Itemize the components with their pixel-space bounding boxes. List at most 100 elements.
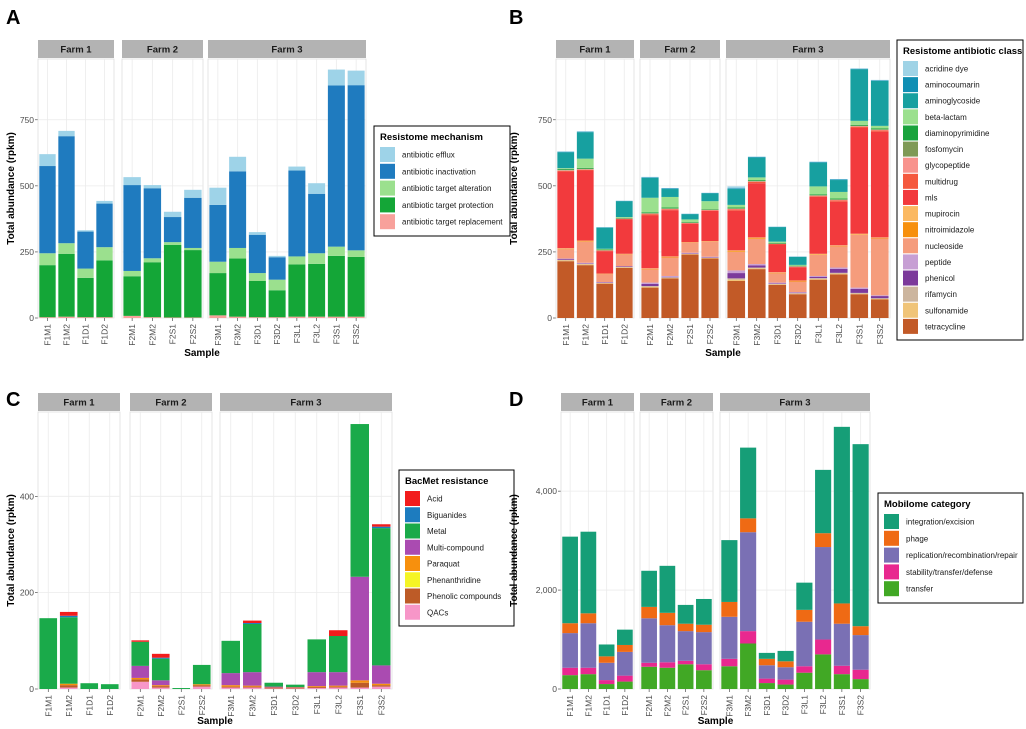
bar-segment bbox=[580, 531, 597, 614]
bar-segment bbox=[229, 247, 247, 259]
bar-segment bbox=[796, 582, 813, 610]
bar-segment bbox=[815, 469, 832, 534]
bar-segment bbox=[123, 185, 141, 271]
y-tick-label: 0 bbox=[29, 684, 34, 694]
facet-strip bbox=[640, 393, 713, 411]
bar-segment bbox=[677, 604, 694, 624]
bar-segment bbox=[307, 688, 326, 689]
bar-segment bbox=[701, 258, 719, 318]
bar-segment bbox=[721, 540, 738, 602]
bar-segment bbox=[850, 294, 869, 318]
legend-label: peptide bbox=[925, 258, 952, 267]
bar-segment bbox=[641, 176, 659, 178]
bar-segment bbox=[661, 209, 679, 211]
legend-swatch bbox=[903, 141, 918, 157]
bar-segment bbox=[39, 154, 56, 167]
bar-segment bbox=[747, 180, 766, 181]
bar-segment bbox=[123, 276, 141, 316]
bar-segment bbox=[77, 277, 94, 318]
bar-segment bbox=[788, 265, 807, 267]
x-tick-label: F2M2 bbox=[147, 324, 157, 346]
bar-segment bbox=[788, 281, 807, 293]
x-tick-label: F3D2 bbox=[272, 324, 282, 345]
x-tick-label: F3D2 bbox=[781, 695, 791, 716]
x-tick-label: F1M2 bbox=[64, 695, 74, 717]
x-tick-label: F3S1 bbox=[854, 324, 864, 345]
y-tick-label: 2,000 bbox=[536, 585, 558, 595]
bar-segment bbox=[870, 80, 889, 81]
bar-segment bbox=[617, 651, 633, 676]
y-tick-label: 0 bbox=[547, 313, 552, 323]
bar-segment bbox=[286, 684, 305, 688]
bar-segment bbox=[209, 315, 227, 318]
bar-segment bbox=[580, 613, 597, 624]
legend-swatch bbox=[380, 147, 395, 162]
bar-segment bbox=[123, 270, 141, 277]
bar-segment bbox=[221, 640, 240, 674]
bar-segment bbox=[59, 617, 78, 684]
facet-title: Farm 2 bbox=[664, 45, 695, 56]
x-tick-label: F1D2 bbox=[100, 324, 110, 345]
bar-segment bbox=[58, 136, 75, 244]
legend-swatch bbox=[903, 173, 918, 189]
bar-segment bbox=[243, 620, 262, 624]
bar-segment bbox=[347, 256, 365, 317]
x-tick-label: F3M2 bbox=[752, 324, 762, 346]
bar-segment bbox=[327, 255, 345, 317]
bar-segment bbox=[727, 207, 746, 209]
bar-segment bbox=[329, 630, 348, 637]
y-tick-label: 750 bbox=[538, 115, 552, 125]
panel-label: B bbox=[509, 7, 523, 29]
bar-segment bbox=[681, 252, 699, 254]
bar-segment bbox=[615, 201, 633, 218]
bar-segment bbox=[681, 254, 699, 255]
facet-strip bbox=[556, 40, 634, 58]
legend-swatch bbox=[903, 302, 918, 318]
bar-segment bbox=[131, 677, 150, 680]
bar-segment bbox=[727, 208, 746, 209]
bar-segment bbox=[850, 125, 869, 127]
legend-swatch bbox=[884, 514, 899, 529]
x-tick-label: F3L1 bbox=[312, 695, 322, 715]
bar-segment bbox=[39, 618, 58, 689]
bar-segment bbox=[852, 444, 869, 627]
bar-segment bbox=[809, 279, 828, 318]
bar-segment bbox=[596, 227, 614, 249]
bar-segment bbox=[777, 667, 794, 680]
bar-segment bbox=[596, 282, 614, 283]
x-tick-label: F2M1 bbox=[135, 695, 145, 717]
bar-segment bbox=[788, 267, 807, 281]
bar-segment bbox=[596, 251, 614, 274]
legend-swatch bbox=[380, 197, 395, 213]
bar-segment bbox=[557, 151, 575, 152]
bar-segment bbox=[641, 269, 659, 283]
bar-segment bbox=[829, 199, 848, 200]
bar-segment bbox=[768, 244, 787, 245]
y-tick-label: 0 bbox=[29, 313, 34, 323]
legend-label: stability/transfer/defense bbox=[906, 568, 993, 577]
bar-segment bbox=[96, 260, 113, 318]
bar-segment bbox=[870, 237, 889, 238]
facet-title: Farm 3 bbox=[290, 398, 321, 409]
bar-segment bbox=[596, 249, 614, 251]
bar-segment bbox=[372, 665, 391, 684]
bar-segment bbox=[347, 250, 365, 257]
bar-segment bbox=[659, 625, 676, 663]
legend-label: sulfonamide bbox=[925, 306, 969, 315]
bar-segment bbox=[701, 209, 719, 210]
legend-label: Multi-compound bbox=[427, 543, 484, 552]
legend-title: Mobilome category bbox=[884, 499, 971, 510]
bar-segment bbox=[598, 644, 615, 657]
bar-segment bbox=[641, 606, 657, 619]
bar-segment bbox=[617, 644, 633, 652]
bar-segment bbox=[727, 270, 746, 274]
bar-segment bbox=[192, 684, 211, 686]
bar-segment bbox=[809, 196, 828, 254]
bar-segment bbox=[870, 80, 889, 126]
x-tick-label: F1M1 bbox=[565, 695, 575, 717]
bar-segment bbox=[727, 188, 746, 190]
x-tick-label: F3S1 bbox=[355, 695, 365, 716]
bar-segment bbox=[39, 317, 56, 318]
bar-segment bbox=[151, 680, 170, 686]
bar-segment bbox=[870, 299, 889, 318]
